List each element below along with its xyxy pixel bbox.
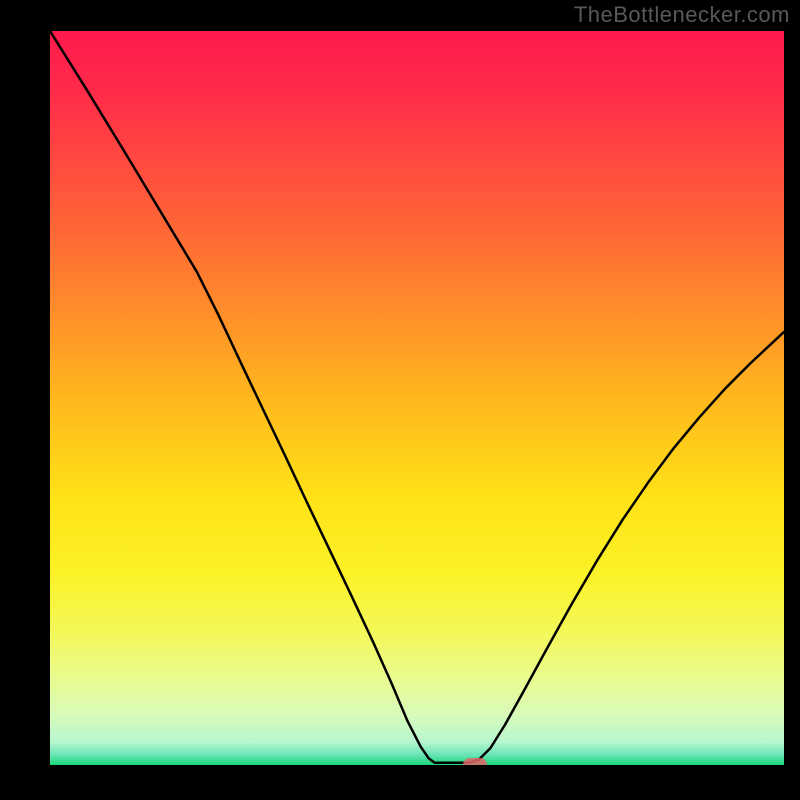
bottleneck-chart — [50, 31, 784, 765]
watermark-text: TheBottlenecker.com — [574, 2, 790, 28]
chart-frame: TheBottlenecker.com — [0, 0, 800, 800]
chart-background — [50, 31, 784, 765]
optimal-point-marker — [463, 758, 487, 765]
